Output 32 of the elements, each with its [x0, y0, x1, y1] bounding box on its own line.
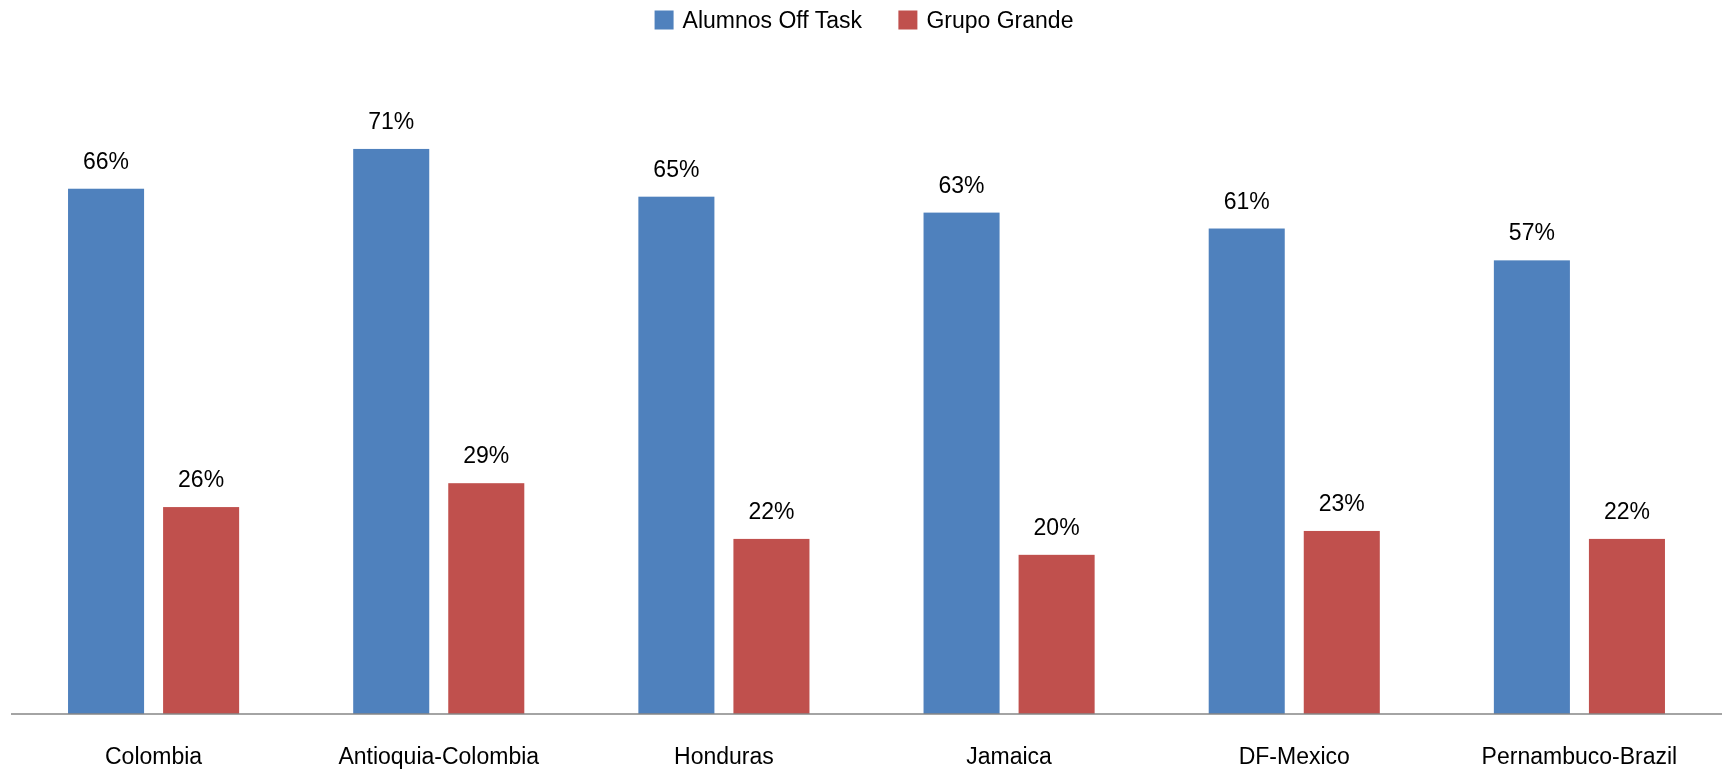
- bar: [1588, 538, 1665, 714]
- bar: [68, 188, 145, 714]
- data-label: 65%: [653, 155, 700, 182]
- legend-label: Alumnos Off Task: [682, 7, 863, 34]
- data-label: 20%: [1033, 513, 1080, 540]
- data-label: 61%: [1223, 187, 1270, 214]
- data-label: 57%: [1508, 219, 1555, 246]
- bar: [353, 148, 430, 714]
- x-tick-label: Antioquia-Colombia: [338, 743, 540, 769]
- data-label: 22%: [1603, 497, 1650, 524]
- bar: [163, 507, 240, 714]
- bar: [1493, 260, 1570, 714]
- data-label: 23%: [1318, 489, 1365, 516]
- x-tick-label: Colombia: [105, 743, 203, 769]
- data-label: 66%: [83, 147, 130, 174]
- bar: [733, 538, 810, 714]
- x-tick-label: Honduras: [674, 743, 774, 769]
- data-label: 22%: [748, 497, 795, 524]
- data-label: 63%: [938, 171, 985, 198]
- x-tick-label: Jamaica: [966, 743, 1053, 769]
- legend-label: Grupo Grande: [926, 7, 1074, 34]
- data-label: 71%: [368, 107, 415, 134]
- data-label: 29%: [463, 442, 510, 469]
- data-label: 26%: [178, 466, 225, 493]
- bar: [1303, 530, 1380, 714]
- bar: [923, 212, 1000, 714]
- bar: [1018, 554, 1095, 714]
- x-tick-label: DF-Mexico: [1238, 743, 1350, 769]
- bar: [448, 483, 525, 714]
- bar: [1208, 228, 1285, 714]
- x-tick-label: Pernambuco-Brazil: [1481, 743, 1678, 769]
- bar: [638, 196, 715, 714]
